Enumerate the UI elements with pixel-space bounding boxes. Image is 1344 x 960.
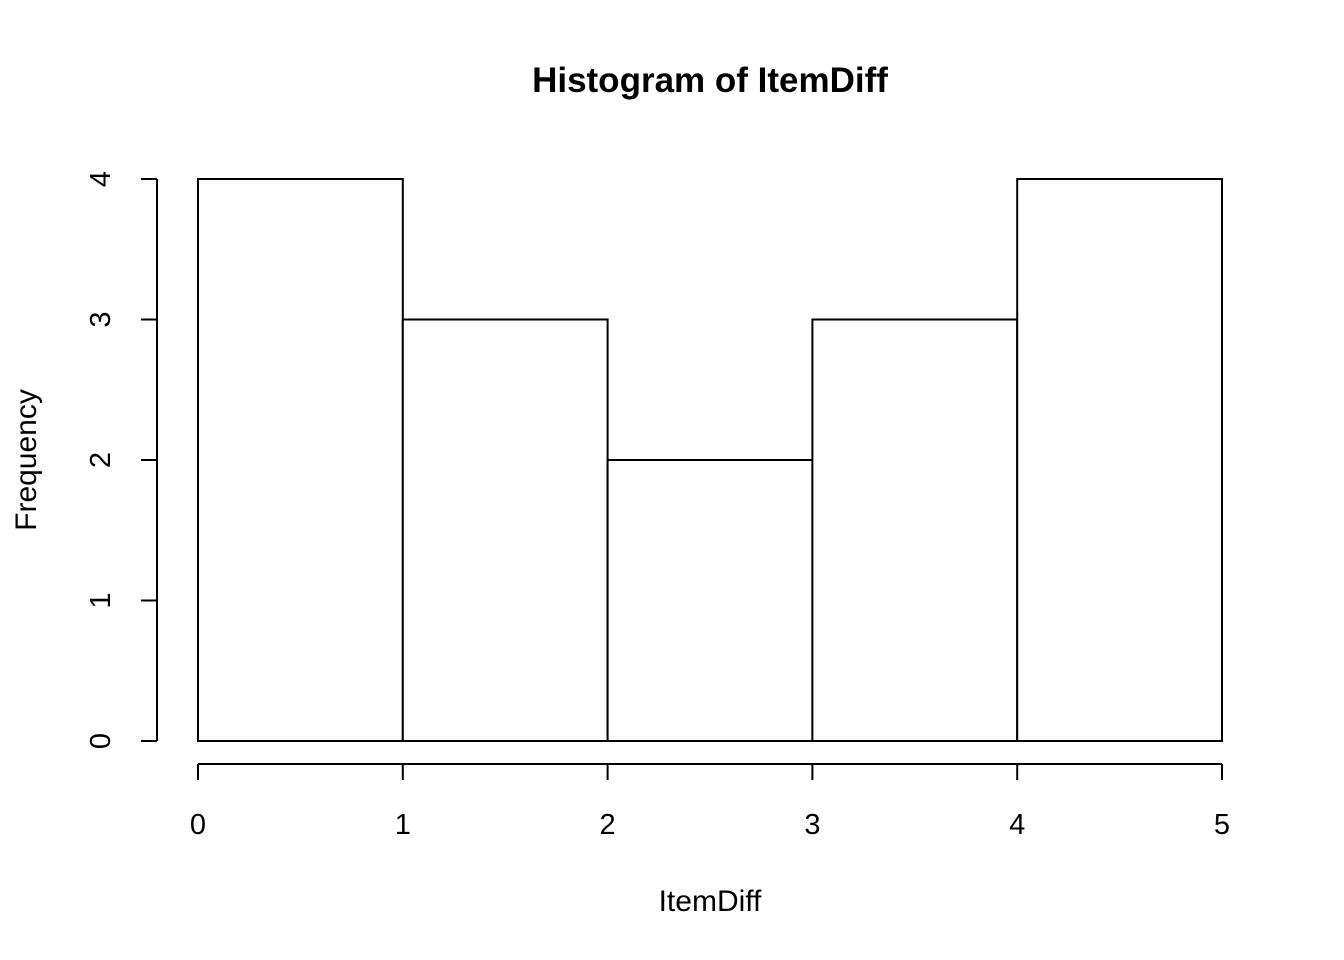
y-axis-label: Frequency xyxy=(10,389,43,531)
bars-group xyxy=(197,178,1224,742)
x-tick-label-0: 0 xyxy=(190,809,206,841)
y-tick-label-2: 2 xyxy=(85,452,117,468)
y-tick-label-3: 3 xyxy=(85,311,117,327)
x-tick-label-5: 5 xyxy=(1214,809,1230,841)
histogram-bar-1 xyxy=(401,318,609,742)
histogram-bar-0 xyxy=(197,178,404,742)
histogram-bar-3 xyxy=(811,318,1019,742)
y-tick-label-1: 1 xyxy=(85,592,117,608)
histogram-bar-4 xyxy=(1016,178,1224,742)
y-tick-label-4: 4 xyxy=(85,171,117,187)
x-axis: 0 1 2 3 4 5 xyxy=(190,763,1230,841)
y-tick-label-0: 0 xyxy=(85,733,117,749)
x-tick-label-1: 1 xyxy=(395,809,411,841)
x-tick-label-4: 4 xyxy=(1009,809,1025,841)
chart-title: Histogram of ItemDiff xyxy=(532,61,888,100)
x-axis-label: ItemDiff xyxy=(659,885,762,918)
histogram-bar-2 xyxy=(606,459,814,742)
y-axis: 0 1 2 3 4 xyxy=(85,171,158,749)
x-tick-label-2: 2 xyxy=(600,809,616,841)
x-tick-label-3: 3 xyxy=(804,809,820,841)
